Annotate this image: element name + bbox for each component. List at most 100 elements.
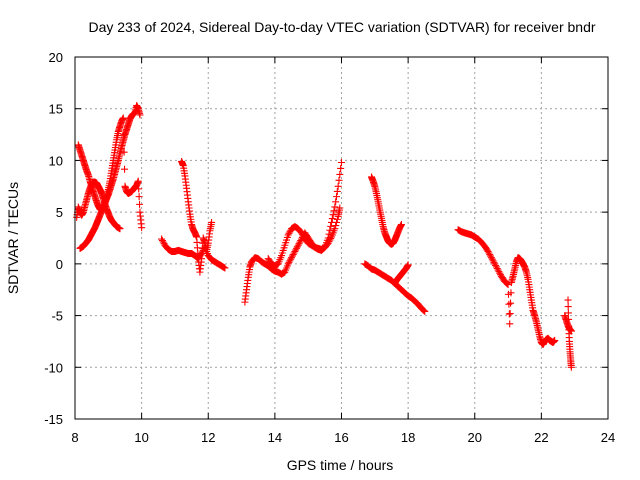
x-tick-label: 18 [401, 430, 415, 445]
x-tick-label: 12 [201, 430, 215, 445]
data-point-arc-4 [288, 252, 296, 260]
data-point-arc-8 [495, 268, 503, 276]
data-point-arc-8 [503, 280, 511, 288]
data-point-arc-5 [333, 218, 341, 226]
x-tick-label: 16 [334, 430, 348, 445]
x-tick-label: 22 [534, 430, 548, 445]
data-point-arc-4 [332, 198, 340, 206]
data-point-arc-10 [564, 296, 572, 304]
data-point-arc-5 [284, 231, 292, 239]
x-tick-label: 10 [134, 430, 148, 445]
data-point-arc-8 [487, 254, 495, 262]
data-point-arc-10 [564, 309, 572, 317]
data-point-arc-4 [337, 164, 345, 172]
x-tick-label: 8 [71, 430, 78, 445]
data-point-arc-10 [565, 315, 573, 323]
data-point-arc-4 [333, 193, 341, 201]
data-point-arc-8 [492, 261, 500, 269]
data-point-arc-4 [292, 246, 300, 254]
data-point-arc-8 [490, 258, 498, 266]
data-point-arc-4 [290, 249, 298, 257]
data-point-arc-1a [116, 225, 124, 233]
data-point-arc-7 [419, 306, 427, 314]
data-point-arc-8 [507, 299, 515, 307]
data-point-arc-4 [296, 238, 304, 246]
data-point-arc-1b [135, 193, 143, 201]
data-point-arc-4 [330, 207, 338, 215]
data-point-arc-8 [507, 289, 515, 297]
data-point-arc-4 [334, 182, 342, 190]
data-point-arc-5 [285, 229, 293, 237]
y-tick-label: -5 [51, 309, 63, 324]
data-point-arc-8 [489, 257, 497, 265]
data-point-arc-4 [294, 241, 302, 249]
data-point-arc-4 [328, 215, 336, 223]
data-point-arc-8 [493, 265, 501, 273]
grid [75, 57, 608, 419]
data-point-arc-4 [293, 244, 301, 252]
y-tick-label: -15 [44, 412, 63, 427]
data-point-arc-2 [159, 238, 167, 246]
data-point-arc-2 [158, 237, 166, 245]
data-point-arc-5 [324, 239, 332, 247]
data-point-arc-5 [286, 228, 294, 236]
data-point-arc-4 [335, 176, 343, 184]
data-point-arc-6 [397, 221, 405, 229]
plot-frame [74, 56, 609, 420]
data-point-arc-5 [336, 204, 344, 212]
data-point-arc-7 [420, 307, 428, 315]
y-tick-label: 0 [56, 257, 63, 272]
data-point-arc-8 [506, 310, 514, 318]
x-axis-ticks: 8 10 12 14 16 18 20 22 24 [71, 57, 615, 445]
y-axis-label: SDTVAR / TECUs [5, 182, 21, 294]
data-point-arc-8 [496, 269, 504, 277]
data-point-arc-1b [134, 177, 142, 185]
data-point-arc-8 [484, 247, 492, 255]
data-point-arc-4 [291, 247, 299, 255]
data-point-arc-5 [333, 215, 341, 223]
x-tick-label: 20 [468, 430, 482, 445]
data-point-arc-4 [288, 254, 296, 262]
data-point-arc-5 [298, 229, 306, 237]
data-point-arc-10 [567, 363, 575, 371]
data-point-arc-4 [336, 170, 344, 178]
data-point-arc-1c [136, 111, 144, 119]
y-axis-ticks: -15 -10 -5 0 5 10 15 20 [44, 50, 608, 427]
y-tick-label: 20 [49, 50, 63, 65]
data-point-arc-4 [284, 260, 292, 268]
data-point-arc-10 [564, 303, 572, 311]
chart-title: Day 233 of 2024, Sidereal Day-to-day VTE… [88, 19, 595, 35]
data-point-arc-4 [286, 257, 294, 265]
x-axis-label: GPS time / hours [287, 457, 394, 473]
data-point-arc-4 [285, 258, 293, 266]
y-tick-label: 15 [49, 102, 63, 117]
data-point-arc-8 [494, 266, 502, 274]
data-point-arc-4 [293, 243, 301, 251]
data-point-arc-1b [121, 165, 129, 173]
data-point-arc-4 [327, 222, 335, 230]
data-point-arc-8 [491, 260, 499, 268]
data-point-arc-1b [135, 185, 143, 193]
x-tick-label: 24 [601, 430, 615, 445]
data-point-arc-1b [136, 200, 144, 208]
data-point-arc-7 [421, 307, 429, 315]
data-point-arc-1b [119, 114, 127, 122]
data-point-arc-8 [492, 263, 500, 271]
data-point-arc-5 [331, 225, 339, 233]
y-tick-label: -10 [44, 360, 63, 375]
data-marks [73, 102, 575, 371]
data-point-arc-2 [221, 264, 229, 272]
data-point-arc-8 [487, 252, 495, 260]
x-tick-label: 14 [268, 430, 282, 445]
data-point-arc-5 [326, 236, 334, 244]
data-point-arc-8 [485, 249, 493, 257]
data-point-arc-7b [404, 261, 412, 269]
data-point-arc-4 [289, 251, 297, 259]
data-point-arc-8 [488, 255, 496, 263]
data-point-arc-1b [138, 224, 146, 232]
y-tick-label: 5 [56, 205, 63, 220]
data-point-arc-8 [486, 251, 494, 259]
data-point-arc-4 [333, 187, 341, 195]
data-point-arc-5 [325, 238, 333, 246]
